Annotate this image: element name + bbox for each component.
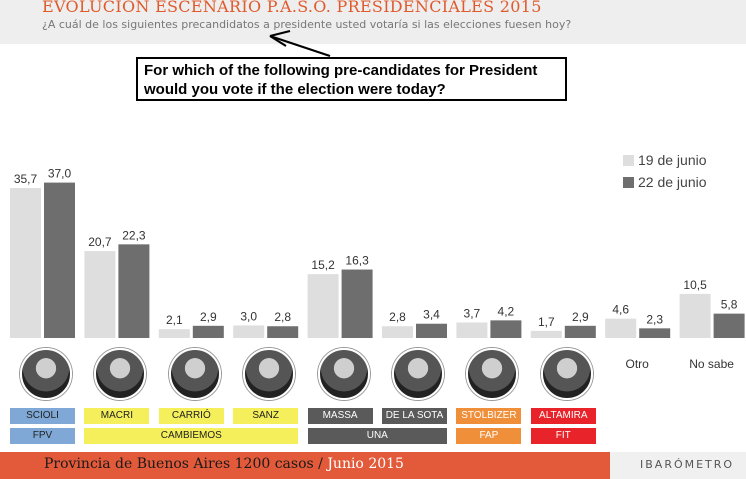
data-label-jun19-6: 3,7	[464, 306, 481, 320]
candidate-tag-1: MACRI	[84, 408, 150, 424]
party-tag-3: FAP	[456, 428, 522, 444]
bar-jun19-2	[158, 329, 190, 338]
candidate-tag-6: STOLBIZER	[456, 408, 522, 424]
candidate-photo-0	[20, 348, 72, 400]
data-label-jun22-3: 2,8	[274, 310, 291, 324]
footer-text: Provincia de Buenos Aires 1200 casos / J…	[44, 456, 404, 472]
bar-jun22-7	[564, 325, 596, 338]
footer-date: Junio 2015	[327, 456, 404, 472]
bar-jun22-5	[416, 323, 447, 338]
bar-jun19-6	[456, 322, 488, 338]
party-tag-1: CAMBIEMOS	[84, 428, 299, 444]
footer-bar: Provincia de Buenos Aires 1200 casos / J…	[0, 452, 610, 479]
candidate-photo-3	[243, 348, 296, 400]
category-label-9: No sabe	[689, 357, 734, 371]
data-label-jun19-9: 10,5	[683, 278, 707, 292]
bar-jun19-1	[84, 251, 116, 338]
candidate-tag-4: MASSA	[307, 408, 373, 424]
footer-sample: Provincia de Buenos Aires 1200 casos /	[44, 456, 323, 472]
page-subtitle: ¿A cuál de los siguientes precandidatos …	[42, 18, 572, 31]
bar-jun22-6	[490, 320, 522, 338]
candidate-photo-2	[168, 348, 221, 400]
bar-jun19-4	[307, 274, 339, 338]
party-tag-2: UNA	[307, 428, 447, 444]
candidate-tag-3: SANZ	[233, 408, 299, 424]
party-tag-4: FIT	[530, 428, 596, 444]
data-label-jun19-5: 2,8	[389, 310, 406, 324]
legend-swatch-0	[623, 155, 634, 166]
data-label-jun19-3: 3,0	[240, 309, 257, 323]
category-label-8: Otro	[626, 357, 650, 371]
candidate-tag-7: ALTAMIRA	[530, 408, 596, 424]
annotation-arrow-head-top	[269, 30, 291, 37]
bar-jun19-9	[679, 293, 711, 338]
bar-jun22-2	[192, 325, 224, 338]
legend-swatch-1	[623, 177, 634, 188]
data-label-jun22-5: 3,4	[423, 308, 440, 322]
data-label-jun22-2: 2,9	[200, 310, 217, 324]
data-label-jun19-7: 1,7	[538, 315, 555, 329]
bar-jun22-9	[713, 313, 745, 338]
bar-jun19-5	[382, 326, 413, 338]
bar-jun19-0	[10, 188, 41, 338]
data-label-jun19-2: 2,1	[166, 313, 183, 327]
bar-jun19-7	[530, 330, 562, 338]
data-label-jun19-8: 4,6	[612, 303, 629, 317]
bar-jun19-8	[605, 318, 637, 338]
legend-label-1: 22 de junio	[638, 174, 707, 190]
data-label-jun22-9: 5,8	[721, 298, 738, 312]
bar-jun22-1	[118, 244, 150, 338]
bar-jun22-0	[44, 182, 75, 338]
footer: Provincia de Buenos Aires 1200 casos / J…	[0, 452, 746, 479]
data-label-jun22-8: 2,3	[646, 312, 663, 326]
header-band: EVOLUCION ESCENARIO P.A.S.O. PRESIDENCIA…	[0, 0, 746, 44]
annotation-arrow-shaft	[269, 35, 331, 57]
data-label-jun22-4: 16,3	[345, 254, 369, 268]
bar-jun22-4	[341, 269, 373, 338]
legend-label-0: 19 de junio	[638, 152, 707, 168]
bar-jun19-3	[233, 325, 265, 338]
brand-logo: IBARÓMETRO	[640, 458, 735, 471]
candidate-photo-5	[392, 348, 444, 400]
data-label-jun19-0: 35,7	[14, 172, 38, 186]
party-tag-0: FPV	[10, 428, 75, 444]
data-label-jun19-1: 20,7	[88, 235, 112, 249]
candidate-photo-1	[94, 348, 147, 400]
data-label-jun19-4: 15,2	[311, 258, 335, 272]
page-title: EVOLUCION ESCENARIO P.A.S.O. PRESIDENCIA…	[42, 0, 542, 16]
candidate-photo-7	[540, 348, 593, 400]
data-label-jun22-7: 2,9	[572, 310, 589, 324]
candidate-tag-0: SCIOLI	[10, 408, 75, 424]
bar-jun22-8	[639, 328, 671, 338]
candidate-photo-4	[317, 348, 370, 400]
translation-annotation: For which of the following pre-candidate…	[136, 57, 567, 101]
candidate-tag-5: DE LA SOTA	[382, 408, 447, 424]
data-label-jun22-1: 22,3	[122, 228, 146, 242]
candidate-photo-6	[466, 348, 519, 400]
data-label-jun22-6: 4,2	[498, 304, 515, 318]
bar-jun22-3	[267, 326, 299, 338]
candidate-tag-2: CARRIÓ	[158, 408, 224, 424]
data-label-jun22-0: 37,0	[48, 167, 72, 181]
